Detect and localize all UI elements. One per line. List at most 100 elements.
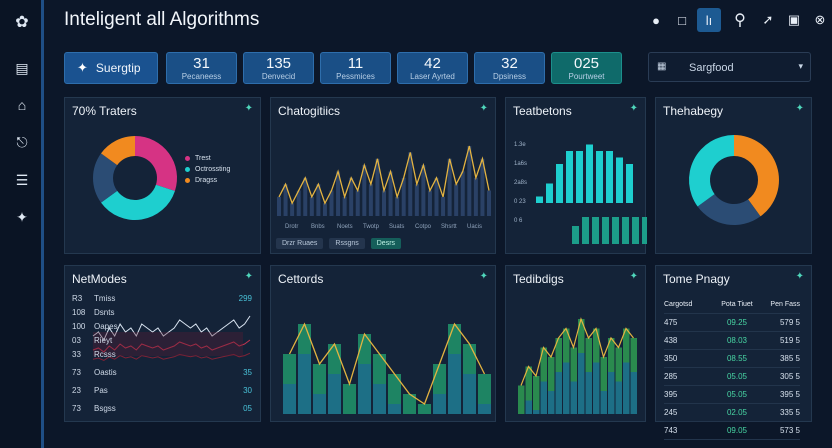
table-cell: 743	[664, 426, 678, 435]
filter-chip[interactable]: Desrs	[370, 238, 402, 249]
list-item-k: 73	[72, 404, 81, 413]
expand-icon[interactable]: ✦	[244, 271, 253, 282]
chart-icon[interactable]: ▤	[15, 59, 29, 76]
table-header: Cargotsd Pota Tiuet Pen Fass	[664, 296, 800, 314]
bar-top	[630, 338, 637, 372]
clipboard-icon[interactable]: ⎋	[16, 133, 28, 150]
filter-select[interactable]: ▦ Sargfood ▾	[648, 52, 811, 82]
kpi-card[interactable]: 42 Laser Ayrted	[397, 52, 468, 84]
bar	[606, 151, 613, 203]
list-item-n: Dsnts	[94, 308, 115, 317]
area-bar	[467, 146, 472, 216]
grid-icon[interactable]: lı	[697, 8, 721, 32]
expand-icon[interactable]: ✦	[244, 103, 253, 114]
kpi-card[interactable]: 31 Pecaneess	[166, 52, 237, 84]
series-line	[92, 352, 251, 361]
panel-cettords: Cettords ✦	[270, 265, 496, 422]
area-bar	[355, 190, 360, 216]
panel-title: Tedibdigs	[513, 272, 564, 286]
list-item-n: Rieyt	[94, 336, 113, 345]
camera-icon[interactable]: ▣	[787, 12, 801, 27]
donut-slice	[689, 135, 734, 207]
bar-secondary	[602, 217, 609, 244]
band	[93, 332, 243, 356]
table-cell: 305 5	[779, 372, 800, 381]
bar-top	[548, 357, 555, 391]
table-cell: 579 5	[779, 318, 800, 327]
expand-icon[interactable]: ✦	[629, 271, 638, 282]
filter-chip[interactable]: Rssgns	[329, 238, 365, 249]
list-item: 33 Rcsss	[72, 350, 252, 362]
kpi-value: 32	[501, 55, 518, 72]
bird-icon: ✦	[77, 60, 88, 75]
bar	[616, 157, 623, 203]
chevron-down-icon: ▾	[798, 61, 803, 71]
filter-chip[interactable]: Drzr Ruaes	[276, 238, 324, 249]
area-bar	[375, 158, 380, 216]
axis-label: 2a8s	[514, 180, 527, 186]
list-item-k: 23	[72, 386, 81, 395]
table-cell: 438	[664, 336, 678, 345]
area-bar	[329, 190, 334, 216]
list-item-k: 100	[72, 322, 86, 331]
kpi-value: 31	[193, 55, 210, 72]
table-cell: 09.25	[726, 318, 748, 327]
table-cell: 395	[664, 390, 678, 399]
table-cell: 519 5	[779, 336, 800, 345]
expand-icon[interactable]: ✦	[629, 103, 638, 114]
bar-secondary	[582, 217, 589, 244]
bird-icon[interactable]: ✦	[16, 208, 28, 225]
table-row: 475 09.25 579 5	[664, 314, 800, 332]
expand-icon[interactable]: ✦	[795, 103, 804, 114]
bar-top	[540, 347, 547, 382]
user-icon[interactable]: ●	[652, 12, 660, 28]
bar	[566, 151, 573, 203]
area-bar	[408, 152, 413, 216]
bar-top	[600, 357, 607, 391]
series-line	[288, 322, 486, 405]
list-item: 03 Rieyt	[72, 336, 252, 348]
bar	[546, 183, 553, 203]
close-icon[interactable]: ⊗	[814, 12, 826, 27]
axis-label: 0 23	[514, 199, 526, 205]
expand-icon[interactable]: ✦	[479, 271, 488, 282]
expand-icon[interactable]: ✦	[795, 271, 804, 282]
kpi-card[interactable]: 025 Pourtweet	[551, 52, 622, 84]
home-icon[interactable]: ⌂	[17, 97, 27, 113]
area-bar	[316, 184, 321, 216]
bar-top	[433, 364, 446, 394]
list-icon[interactable]: ☰	[15, 171, 29, 188]
table-cell: Pota Tiuet	[721, 301, 753, 308]
bar-top	[448, 324, 461, 354]
bar-chart: 1.3e 1a6s 2a8s 0 23 0 6	[514, 142, 647, 244]
bar-top	[298, 324, 311, 354]
kpi-label: Pourtweet	[568, 72, 605, 81]
area-bar	[460, 171, 465, 216]
bar-top	[593, 328, 600, 363]
kpi-card[interactable]: 135 Denvecid	[243, 52, 314, 84]
expand-icon[interactable]: ✦	[479, 103, 488, 114]
list-item-k: 73	[72, 368, 81, 377]
area-bar	[454, 184, 459, 216]
kpi-primary-button[interactable]: ✦ Suergtip	[64, 52, 158, 84]
bar-secondary	[642, 217, 647, 244]
tick-label: Shsrtt	[441, 224, 457, 230]
donut-slice	[135, 136, 177, 191]
bar-top	[313, 364, 326, 394]
panel-netmodes: NetModes ✦ R3 Tmiss 299 108 Dsnts 100 Oapes 03 R…	[64, 265, 261, 422]
kpi-label: Denvecid	[261, 72, 296, 81]
kpi-card[interactable]: 32 Dpsiness	[474, 52, 545, 84]
pin-icon[interactable]: ➚	[762, 12, 774, 27]
chip-row: Drzr Ruaes Rssgns Desrs	[276, 238, 402, 249]
bar-top	[570, 347, 577, 382]
search-icon[interactable]: ⚲	[734, 12, 746, 29]
panel-chatogitiics: Chatogitiics ✦ Drotr Bnbs Noets Twotp Suats C…	[270, 97, 496, 254]
area-bar	[342, 196, 347, 216]
bar-top	[563, 328, 570, 363]
table-cell: 08.03	[726, 336, 748, 345]
area-bar	[434, 177, 439, 216]
chat-icon[interactable]: □	[678, 12, 686, 28]
kpi-card[interactable]: 11 Pessmices	[320, 52, 391, 84]
logo-icon[interactable]: ✿	[15, 14, 29, 31]
list-item: R3 Tmiss 299	[72, 294, 252, 306]
